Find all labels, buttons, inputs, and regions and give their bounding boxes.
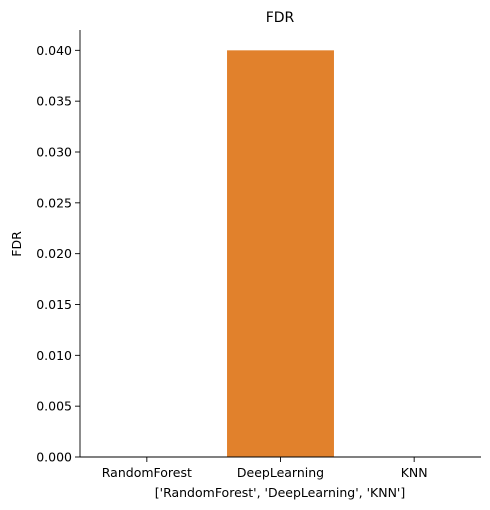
x-axis-label: ['RandomForest', 'DeepLearning', 'KNN'] — [155, 485, 405, 500]
y-tick-label: 0.020 — [36, 246, 72, 261]
x-tick-label: RandomForest — [102, 465, 192, 480]
y-tick-label: 0.025 — [36, 195, 72, 210]
y-axis-ticks: 0.000 0.005 0.010 0.015 0.020 0.025 0.030 0.035… — [36, 43, 80, 465]
y-tick-label: 0.035 — [36, 94, 72, 109]
y-tick-label: 0.000 — [36, 450, 72, 465]
x-tick-label: KNN — [401, 465, 428, 480]
chart-title: FDR — [266, 10, 295, 26]
y-tick-label: 0.040 — [36, 43, 72, 58]
y-tick-label: 0.005 — [36, 399, 72, 414]
y-tick-label: 0.030 — [36, 145, 72, 160]
bar-deeplearning — [227, 50, 334, 457]
y-tick-label: 0.015 — [36, 297, 72, 312]
x-tick-label: DeepLearning — [237, 465, 324, 480]
y-axis-label: FDR — [9, 231, 24, 257]
x-axis-ticks: RandomForest DeepLearning KNN — [102, 457, 428, 480]
y-tick-label: 0.010 — [36, 348, 72, 363]
bars-group — [227, 50, 334, 457]
